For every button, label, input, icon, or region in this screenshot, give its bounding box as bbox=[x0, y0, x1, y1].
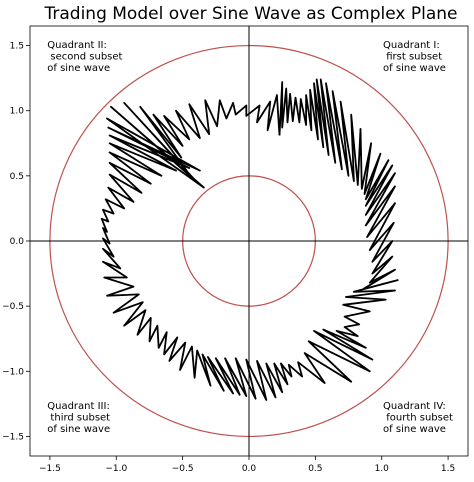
y-tick-label: 0.0 bbox=[10, 237, 25, 247]
annotation-q1-line: of sine wave bbox=[383, 63, 446, 74]
x-tick-label: 0.5 bbox=[308, 464, 322, 474]
y-tick-label: 1.5 bbox=[10, 42, 24, 52]
annotation-q2-line: of sine wave bbox=[47, 63, 110, 74]
annotation-q4-line: of sine wave bbox=[383, 424, 446, 435]
annotation-q1-line: Quadrant I: bbox=[383, 40, 440, 51]
annotation-q3: Quadrant III: third subset of sine wave bbox=[47, 401, 110, 435]
x-tick-label: 0.0 bbox=[242, 464, 257, 474]
tick-layer: −1.5 −1.0 −0.5 0.0 0.5 1.0 1.5 1.5 1.0 0.5 0.0 −0.5… bbox=[2, 42, 455, 474]
y-tick-label: −1.5 bbox=[2, 432, 24, 442]
annotation-q2-line: second subset bbox=[47, 52, 122, 63]
trace-line bbox=[100, 78, 399, 401]
annotation-q2-line: Quadrant II: bbox=[47, 40, 107, 51]
annotation-q4: Quadrant IV: fourth subset of sine wave bbox=[383, 401, 453, 435]
annotation-q3-line: Quadrant III: bbox=[47, 401, 110, 412]
x-tick-label: −1.5 bbox=[39, 464, 61, 474]
x-tick-label: −1.0 bbox=[105, 464, 127, 474]
y-tick-label: 0.5 bbox=[10, 172, 24, 182]
y-tick-label: 1.0 bbox=[10, 107, 25, 117]
x-tick-label: 1.0 bbox=[375, 464, 390, 474]
x-tick-label: −0.5 bbox=[172, 464, 194, 474]
y-tick-label: −0.5 bbox=[2, 302, 24, 312]
annotation-q4-line: fourth subset bbox=[383, 413, 453, 424]
trace-layer bbox=[100, 78, 399, 401]
annotation-q2: Quadrant II: second subset of sine wave bbox=[47, 40, 122, 74]
y-tick-label: −1.0 bbox=[2, 367, 24, 377]
annotation-q1-line: first subset bbox=[383, 52, 442, 63]
x-tick-label: 1.5 bbox=[441, 464, 455, 474]
annotation-q3-line: of sine wave bbox=[47, 424, 110, 435]
chart-title: Trading Model over Sine Wave as Complex … bbox=[43, 4, 457, 24]
quadrant-annotations: Quadrant II: second subset of sine waveQu… bbox=[47, 40, 453, 435]
annotation-q1: Quadrant I: first subset of sine wave bbox=[383, 40, 446, 74]
annotation-q3-line: third subset bbox=[47, 413, 110, 424]
annotation-q4-line: Quadrant IV: bbox=[383, 401, 446, 412]
